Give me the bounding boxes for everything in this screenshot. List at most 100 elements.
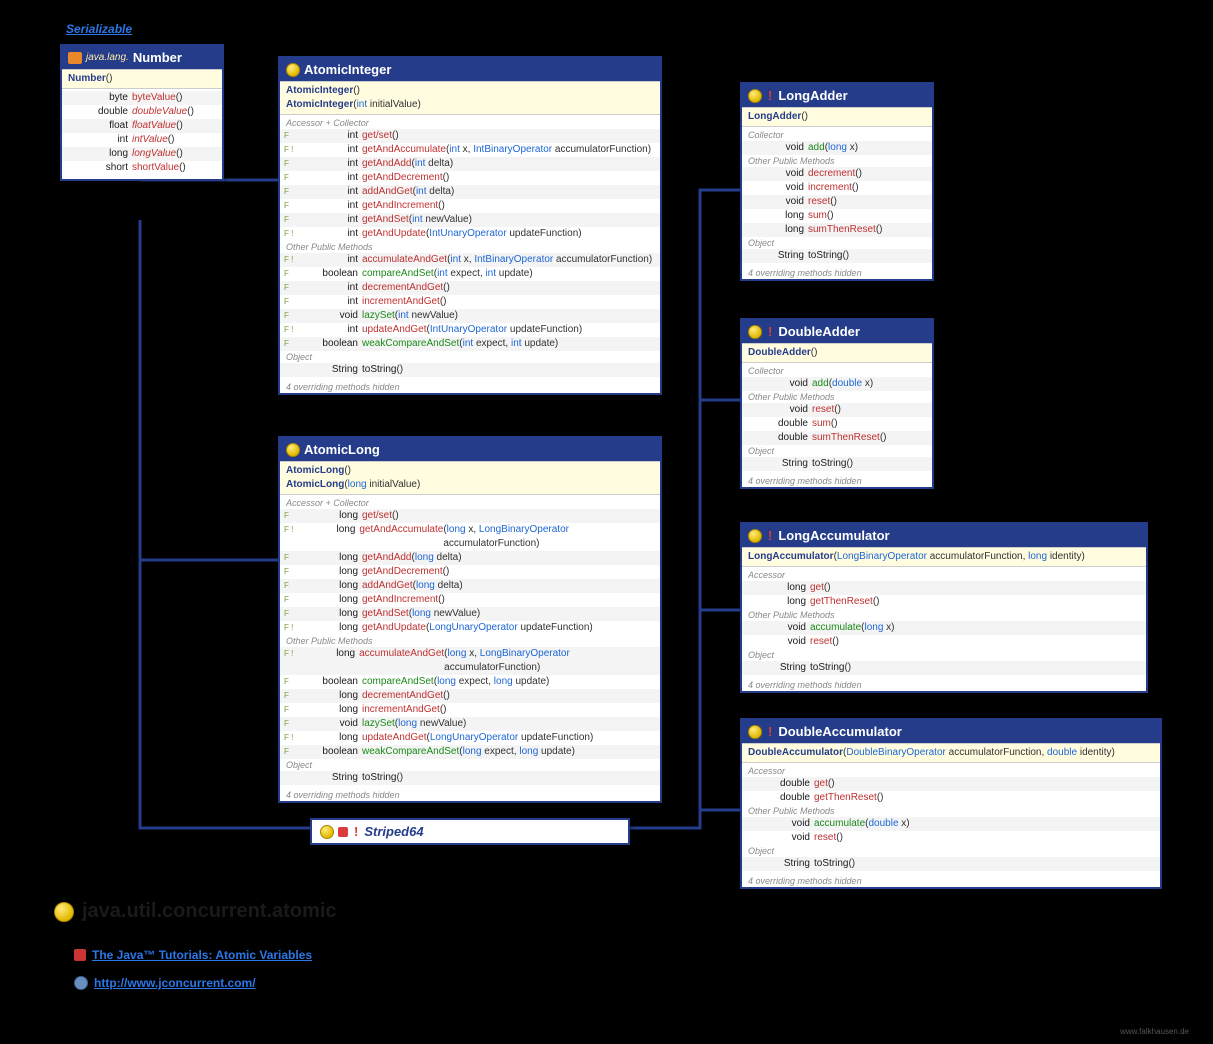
method-group: StringtoString () xyxy=(742,249,932,263)
class-title: AtomicLong xyxy=(304,442,380,457)
class-icon xyxy=(320,825,334,839)
section-label: Accessor xyxy=(742,765,1160,777)
class-icon xyxy=(286,443,300,457)
class-title: LongAccumulator xyxy=(778,528,889,543)
method-group: Fintget/set ()F !intgetAndAccumulate (in… xyxy=(280,129,660,241)
method-row: longsumThenReset () xyxy=(742,223,932,237)
section-label: Accessor + Collector xyxy=(280,497,660,509)
constructors: Number () xyxy=(62,69,222,89)
constructor: LongAdder () xyxy=(748,110,926,124)
method-row: F !longgetAndAccumulate (long x, LongBin… xyxy=(280,523,660,551)
constructor: DoubleAccumulator (DoubleBinaryOperator … xyxy=(748,746,1154,760)
section-label: Accessor xyxy=(742,569,1146,581)
methods: Collectorvoidadd (long x)Other Public Me… xyxy=(742,127,932,267)
method-row: voidreset () xyxy=(742,635,1146,649)
package-title: java.util.concurrent.atomic xyxy=(54,900,337,923)
method-row: StringtoString () xyxy=(742,661,1146,675)
constructor: AtomicInteger (int initialValue) xyxy=(286,98,654,112)
constructors: LongAccumulator (LongBinaryOperator accu… xyxy=(742,547,1146,567)
constructor: AtomicLong (long initialValue) xyxy=(286,478,654,492)
method-row: voidaccumulate (double x) xyxy=(742,817,1160,831)
section-label: Accessor + Collector xyxy=(280,117,660,129)
method-row: F !longaccumulateAndGet (long x, LongBin… xyxy=(280,647,660,675)
class-title: DoubleAdder xyxy=(778,324,860,339)
class-longAccumulator: ! LongAccumulator LongAccumulator (LongBin… xyxy=(740,522,1148,693)
method-row: FintgetAndDecrement () xyxy=(280,171,660,185)
section-label: Other Public Methods xyxy=(742,609,1146,621)
constructors: LongAdder () xyxy=(742,107,932,127)
section-label: Collector xyxy=(742,365,932,377)
hidden-methods-note: 4 overriding methods hidden xyxy=(742,679,1146,691)
serializable-label[interactable]: Serializable xyxy=(66,22,132,36)
class-header: !DoubleAccumulator xyxy=(742,720,1160,743)
method-row: FvoidlazySet (int newValue) xyxy=(280,309,660,323)
method-row: longgetThenReset () xyxy=(742,595,1146,609)
link-jconcurrent-text: http://www.jconcurrent.com/ xyxy=(94,976,256,990)
method-group: bytebyteValue ()doubledoubleValue ()floa… xyxy=(62,91,222,175)
hidden-methods-note: 4 overriding methods hidden xyxy=(742,875,1160,887)
hidden-methods-note: 4 overriding methods hidden xyxy=(742,267,932,279)
method-row: doubledoubleValue () xyxy=(62,105,222,119)
constructors: AtomicInteger ()AtomicInteger (int initi… xyxy=(280,81,660,115)
class-title: DoubleAccumulator xyxy=(778,724,902,739)
section-label: Object xyxy=(280,759,660,771)
striped64-box: ! Striped64 xyxy=(310,818,630,845)
class-icon xyxy=(748,725,762,739)
method-row: F !longgetAndUpdate (LongUnaryOperator u… xyxy=(280,621,660,635)
section-label: Other Public Methods xyxy=(742,805,1160,817)
method-group: StringtoString () xyxy=(742,661,1146,675)
class-icon xyxy=(748,529,762,543)
method-row: FintgetAndIncrement () xyxy=(280,199,660,213)
class-doubleAdder: !DoubleAdderDoubleAdder ()Collectorvoida… xyxy=(740,318,934,489)
package-icon xyxy=(54,902,74,922)
link-oracle-tutorials[interactable]: The Java™ Tutorials: Atomic Variables xyxy=(74,948,312,962)
watermark: www.falkhausen.de xyxy=(1120,1027,1189,1036)
method-row: longlongValue () xyxy=(62,147,222,161)
method-row: FlongincrementAndGet () xyxy=(280,703,660,717)
class-header: ! LongAccumulator xyxy=(742,524,1146,547)
section-label: Other Public Methods xyxy=(742,155,932,167)
method-row: shortshortValue () xyxy=(62,161,222,175)
constructor: LongAccumulator (LongBinaryOperator accu… xyxy=(748,550,1140,564)
methods: Accessorlongget ()longgetThenReset ()Oth… xyxy=(742,567,1146,679)
method-row: StringtoString () xyxy=(742,249,932,263)
class-title: AtomicInteger xyxy=(304,62,391,77)
link-jconcurrent[interactable]: http://www.jconcurrent.com/ xyxy=(74,976,256,990)
method-row: F !intupdateAndGet (IntUnaryOperator upd… xyxy=(280,323,660,337)
method-row: FbooleancompareAndSet (long expect, long… xyxy=(280,675,660,689)
method-row: doublegetThenReset () xyxy=(742,791,1160,805)
package-title-text: java.util.concurrent.atomic xyxy=(82,900,337,923)
lock-icon xyxy=(338,827,348,837)
new-marker-icon: ! xyxy=(768,528,772,543)
method-group: voidadd (double x) xyxy=(742,377,932,391)
section-label: Object xyxy=(742,445,932,457)
method-row: FbooleanweakCompareAndSet (int expect, i… xyxy=(280,337,660,351)
method-row: voidreset () xyxy=(742,831,1160,845)
method-group: StringtoString () xyxy=(742,857,1160,871)
method-row: Flongget/set () xyxy=(280,509,660,523)
class-doubleAccumulator: !DoubleAccumulator DoubleAccumulator (Dou… xyxy=(740,718,1162,889)
class-header: AtomicInteger xyxy=(280,58,660,81)
section-label: Object xyxy=(742,237,932,249)
class-header: !LongAdder xyxy=(742,84,932,107)
method-group: voidaccumulate (double x)voidreset () xyxy=(742,817,1160,845)
method-row: FintdecrementAndGet () xyxy=(280,281,660,295)
method-row: FlonggetAndAdd (long delta) xyxy=(280,551,660,565)
method-row: longsum () xyxy=(742,209,932,223)
constructor: AtomicLong () xyxy=(286,464,654,478)
new-marker-icon: ! xyxy=(768,88,772,103)
constructor: Number () xyxy=(68,72,216,86)
method-group: voidreset ()doublesum ()doublesumThenRes… xyxy=(742,403,932,445)
striped64-title: Striped64 xyxy=(364,824,423,839)
method-row: FintgetAndAdd (int delta) xyxy=(280,157,660,171)
java-cup-icon xyxy=(68,52,82,64)
method-row: FintincrementAndGet () xyxy=(280,295,660,309)
method-row: FbooleanweakCompareAndSet (long expect, … xyxy=(280,745,660,759)
class-header: java.lang.Number xyxy=(62,46,222,69)
class-atomicInteger: AtomicInteger AtomicInteger ()AtomicInteg… xyxy=(278,56,662,395)
method-row: Fintget/set () xyxy=(280,129,660,143)
method-row: doublesum () xyxy=(742,417,932,431)
method-group: longget ()longgetThenReset () xyxy=(742,581,1146,609)
method-group: voidaccumulate (long x)voidreset () xyxy=(742,621,1146,649)
class-icon xyxy=(286,63,300,77)
